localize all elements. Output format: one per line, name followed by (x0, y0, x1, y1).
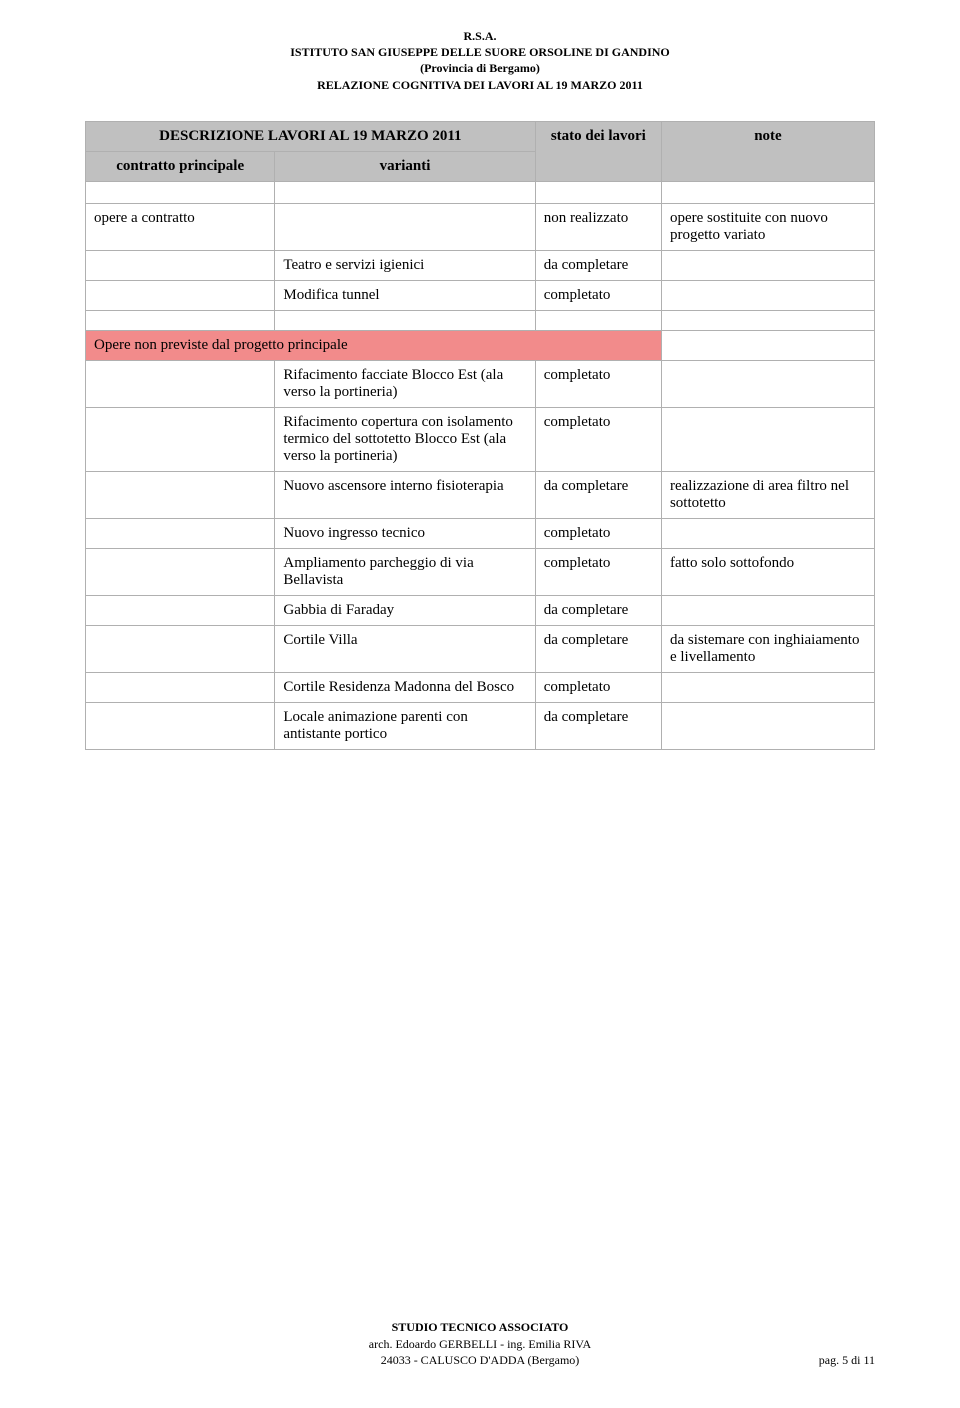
cell-varianti: Cortile Villa (275, 625, 535, 672)
cell-stato: da completare (535, 595, 661, 625)
cell-stato: non realizzato (535, 203, 661, 250)
table-row: Rifacimento facciate Blocco Est (ala ver… (86, 360, 875, 407)
table-row-empty (86, 181, 875, 203)
cell-varianti: Rifacimento facciate Blocco Est (ala ver… (275, 360, 535, 407)
cell-varianti: Teatro e servizi igienici (275, 250, 535, 280)
table-row: Cortile Residenza Madonna del Bosco comp… (86, 672, 875, 702)
footer-line-1: STUDIO TECNICO ASSOCIATO (85, 1319, 875, 1335)
table-row: Rifacimento copertura con isolamento ter… (86, 407, 875, 471)
col-header-stato: stato dei lavori (535, 121, 661, 181)
cell-note (661, 360, 874, 407)
cell-stato: completato (535, 548, 661, 595)
table-header-row-1: DESCRIZIONE LAVORI AL 19 MARZO 2011 stat… (86, 121, 875, 151)
cell-contratto (86, 280, 275, 310)
cell-note (661, 702, 874, 749)
page: R.S.A. ISTITUTO SAN GIUSEPPE DELLE SUORE… (0, 0, 960, 1408)
header-line-2: ISTITUTO SAN GIUSEPPE DELLE SUORE ORSOLI… (85, 44, 875, 60)
cell-contratto (86, 407, 275, 471)
table-row: opere a contratto non realizzato opere s… (86, 203, 875, 250)
section-blank-cell (661, 330, 874, 360)
cell-varianti: Cortile Residenza Madonna del Bosco (275, 672, 535, 702)
section-row: Opere non previste dal progetto principa… (86, 330, 875, 360)
footer-line-2: arch. Edoardo GERBELLI - ing. Emilia RIV… (85, 1336, 875, 1352)
cell-contratto (86, 595, 275, 625)
col-header-note: note (661, 121, 874, 181)
cell-note: opere sostituite con nuovo progetto vari… (661, 203, 874, 250)
cell-varianti: Modifica tunnel (275, 280, 535, 310)
section-title: Opere non previste dal progetto principa… (86, 330, 662, 360)
header-line-4: RELAZIONE COGNITIVA DEI LAVORI AL 19 MAR… (85, 77, 875, 93)
cell-note: da sistemare con inghiaiamento e livella… (661, 625, 874, 672)
table-row: Cortile Villa da completare da sistemare… (86, 625, 875, 672)
cell-varianti: Ampliamento parcheggio di via Bellavista (275, 548, 535, 595)
cell-note (661, 407, 874, 471)
cell-varianti: Nuovo ascensore interno fisioterapia (275, 471, 535, 518)
header-line-3: (Provincia di Bergamo) (85, 60, 875, 76)
cell-stato: da completare (535, 625, 661, 672)
cell-note (661, 280, 874, 310)
cell-contratto (86, 672, 275, 702)
cell-varianti: Rifacimento copertura con isolamento ter… (275, 407, 535, 471)
cell-contratto (86, 518, 275, 548)
cell-note (661, 595, 874, 625)
cell-stato: da completare (535, 702, 661, 749)
cell-contratto: opere a contratto (86, 203, 275, 250)
cell-note (661, 250, 874, 280)
table-row: Teatro e servizi igienici da completare (86, 250, 875, 280)
cell-contratto (86, 548, 275, 595)
table-row: Nuovo ascensore interno fisioterapia da … (86, 471, 875, 518)
cell-stato: completato (535, 360, 661, 407)
document-header: R.S.A. ISTITUTO SAN GIUSEPPE DELLE SUORE… (85, 28, 875, 93)
cell-contratto (86, 360, 275, 407)
group-header-descrizione: DESCRIZIONE LAVORI AL 19 MARZO 2011 (86, 121, 536, 151)
cell-note: realizzazione di area filtro nel sottote… (661, 471, 874, 518)
cell-varianti (275, 203, 535, 250)
table-row: Ampliamento parcheggio di via Bellavista… (86, 548, 875, 595)
table-row: Modifica tunnel completato (86, 280, 875, 310)
cell-varianti: Nuovo ingresso tecnico (275, 518, 535, 548)
cell-stato: da completare (535, 250, 661, 280)
table-row: Nuovo ingresso tecnico completato (86, 518, 875, 548)
cell-note (661, 672, 874, 702)
col-header-varianti: varianti (275, 151, 535, 181)
cell-contratto (86, 250, 275, 280)
cell-stato: da completare (535, 471, 661, 518)
header-line-1: R.S.A. (85, 28, 875, 44)
cell-contratto (86, 625, 275, 672)
table-row: Locale animazione parenti con antistante… (86, 702, 875, 749)
cell-stato: completato (535, 518, 661, 548)
document-footer: STUDIO TECNICO ASSOCIATO arch. Edoardo G… (85, 1319, 875, 1368)
page-number: pag. 5 di 11 (819, 1353, 875, 1368)
col-header-contratto: contratto principale (86, 151, 275, 181)
cell-stato: completato (535, 407, 661, 471)
footer-center: STUDIO TECNICO ASSOCIATO arch. Edoardo G… (85, 1319, 875, 1368)
cell-note (661, 518, 874, 548)
footer-line-3: 24033 - CALUSCO D'ADDA (Bergamo) (85, 1352, 875, 1368)
table-row-spacer (86, 310, 875, 330)
cell-varianti: Gabbia di Faraday (275, 595, 535, 625)
works-table: DESCRIZIONE LAVORI AL 19 MARZO 2011 stat… (85, 121, 875, 750)
cell-varianti: Locale animazione parenti con antistante… (275, 702, 535, 749)
cell-note: fatto solo sottofondo (661, 548, 874, 595)
cell-contratto (86, 702, 275, 749)
cell-stato: completato (535, 672, 661, 702)
cell-contratto (86, 471, 275, 518)
table-row: Gabbia di Faraday da completare (86, 595, 875, 625)
cell-stato: completato (535, 280, 661, 310)
